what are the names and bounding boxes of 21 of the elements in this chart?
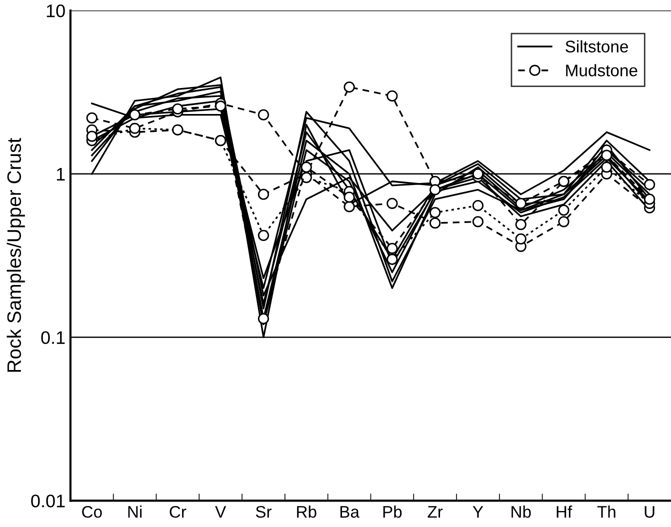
x-tick-label: Sr [256,506,272,518]
x-tick-label: Th [597,506,616,518]
y-tick-label: 1 [56,168,65,180]
legend-label: Siltstone [566,40,628,52]
x-tick-label: Ba [340,506,360,518]
y-tick-label: 10 [46,4,65,18]
x-tick-label: V [215,506,226,518]
x-tick-label: Hf [556,506,572,518]
x-tick-label: Nb [512,506,531,518]
legend-label: Mudstone [566,64,638,76]
x-tick-label: Pb [383,506,402,518]
x-tick-label: Co [82,506,102,518]
x-tick-label: U [644,506,654,518]
x-tick-label: Rb [297,506,316,518]
x-tick-label: Y [472,506,484,518]
x-tick-label: Cr [170,506,186,518]
x-tick-label: Ni [128,506,142,518]
x-tick-label: Zr [428,506,443,518]
y-tick-label: 0.01 [31,494,65,508]
y-tick-label: 0.1 [41,331,65,344]
y-axis-title: Rock Samples/Upper Crust [6,138,25,372]
